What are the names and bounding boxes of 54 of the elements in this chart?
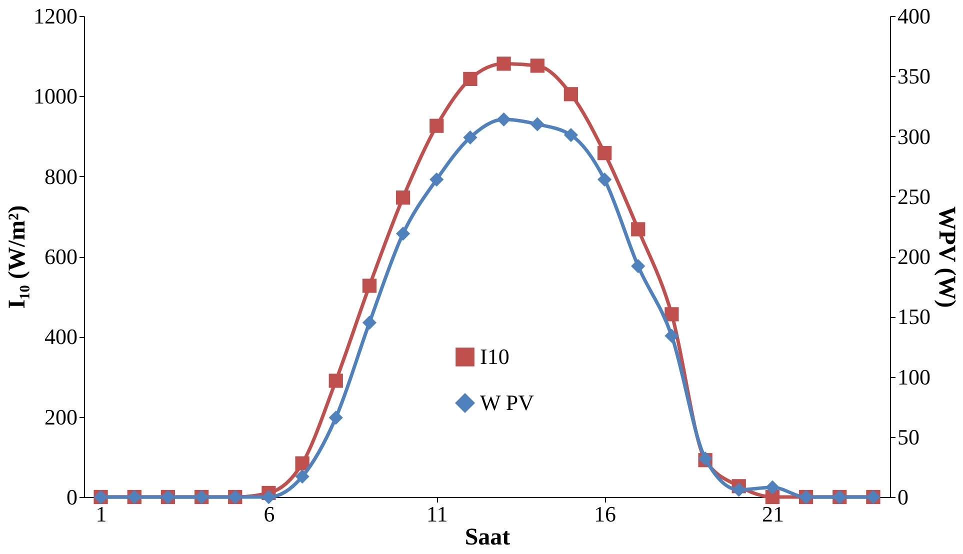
point — [765, 480, 780, 494]
point — [664, 328, 679, 343]
point — [631, 259, 646, 274]
y2-axis-title: WPV (W) — [934, 206, 960, 308]
y2-tick-label: 300 — [898, 124, 930, 149]
point — [765, 490, 780, 504]
y2-tick-label: 250 — [898, 184, 930, 209]
y2-tick-label: 100 — [898, 364, 930, 390]
point — [295, 456, 310, 470]
y-tick-label: 400 — [44, 324, 78, 350]
point — [530, 58, 544, 73]
point — [396, 190, 410, 205]
y2-tick-label: 400 — [898, 4, 930, 28]
point — [597, 172, 612, 187]
point — [597, 146, 612, 160]
legend-label: I10 — [480, 344, 510, 369]
y-tick-label: 1000 — [34, 84, 78, 109]
point — [530, 117, 544, 132]
point — [496, 56, 511, 71]
y-tick-label: 600 — [44, 244, 78, 269]
point — [328, 374, 343, 388]
point — [430, 118, 444, 133]
point — [396, 226, 410, 241]
legend-label: W PV — [480, 390, 534, 415]
y-tick-label: 800 — [44, 164, 78, 189]
point — [732, 482, 746, 497]
y2-tick-label: 350 — [898, 64, 930, 89]
point — [631, 222, 646, 236]
point — [564, 87, 578, 102]
x-tick-label: 16 — [594, 502, 616, 526]
x-axis-title: Saat — [464, 524, 510, 550]
point — [362, 278, 377, 293]
x-tick-label: 6 — [264, 502, 275, 526]
point — [295, 469, 310, 484]
y-axis-title: I₁₀ (W/m²) — [4, 205, 30, 309]
y-tick-label: 0 — [66, 484, 78, 510]
point — [262, 490, 276, 504]
y2-tick-label: 200 — [898, 244, 930, 269]
point — [430, 172, 444, 187]
x-tick-label: 1 — [96, 502, 107, 526]
y-tick-label: 200 — [44, 404, 78, 430]
point — [564, 128, 578, 142]
point — [664, 307, 679, 322]
y2-tick-label: 50 — [898, 424, 920, 450]
x-tick-label: 11 — [426, 502, 448, 526]
y2-tick-label: 150 — [898, 304, 930, 330]
point — [463, 130, 478, 145]
x-tick-label: 21 — [762, 502, 784, 526]
point — [463, 72, 478, 86]
point — [328, 410, 343, 425]
point — [362, 316, 377, 330]
point — [496, 112, 511, 126]
y-tick-label: 1200 — [34, 4, 78, 28]
y2-tick-label: 0 — [898, 484, 908, 510]
